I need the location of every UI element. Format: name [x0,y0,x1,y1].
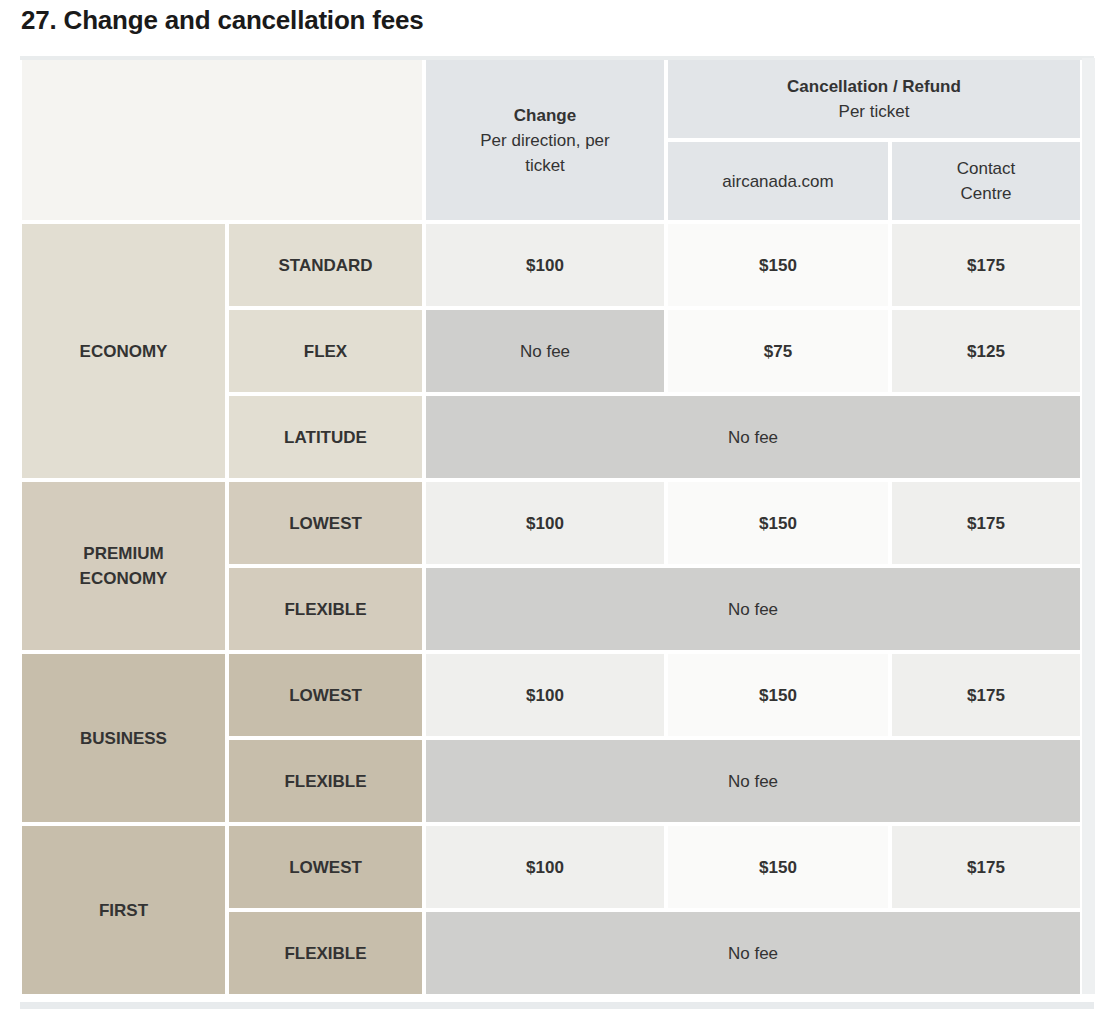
column-header-aircanada-com: aircanada.com [668,142,888,220]
fee-first-lowest-web: $150 [668,826,888,908]
fee-economy-flex-contact: $125 [892,310,1080,392]
cabin-cell-business: BUSINESS [22,654,225,822]
fees-table: Change Per direction, per ticket Cancell… [22,60,1080,994]
fee-first-flexible-all: No fee [426,912,1080,994]
fee-premium-flexible-all: No fee [426,568,1080,650]
fee-economy-flex-change: No fee [426,310,664,392]
fare-cell-premium-lowest: LOWEST [229,482,422,564]
corner-cell [22,60,422,220]
fee-business-lowest-web: $150 [668,654,888,736]
cabin-label-economy: ECONOMY [80,339,168,364]
fee-premium-lowest-contact: $175 [892,482,1080,564]
change-header-subtitle: Per direction, per ticket [460,128,630,178]
vertical-scrollbar[interactable] [1082,58,1095,994]
fee-economy-standard-contact: $175 [892,224,1080,306]
cabin-label-premium-economy: PREMIUM ECONOMY [54,541,194,591]
fee-business-flexible-all: No fee [426,740,1080,822]
fare-cell-first-flexible: FLEXIBLE [229,912,422,994]
fee-first-lowest-change: $100 [426,826,664,908]
fare-cell-first-lowest: LOWEST [229,826,422,908]
section-title: 27. Change and cancellation fees [21,5,424,36]
fare-cell-premium-flexible: FLEXIBLE [229,568,422,650]
fee-premium-lowest-change: $100 [426,482,664,564]
fee-economy-latitude-all: No fee [426,396,1080,478]
fee-economy-flex-web: $75 [668,310,888,392]
fee-first-lowest-contact: $175 [892,826,1080,908]
fee-business-lowest-change: $100 [426,654,664,736]
fee-economy-standard-change: $100 [426,224,664,306]
column-header-contact-centre: Contact Centre [892,142,1080,220]
cabin-cell-premium-economy: PREMIUM ECONOMY [22,482,225,650]
horizontal-scrollbar[interactable] [20,1002,1094,1009]
fare-cell-economy-latitude: LATITUDE [229,396,422,478]
fare-cell-economy-flex: FLEX [229,310,422,392]
column-header-cancellation: Cancellation / Refund Per ticket [668,60,1080,138]
cancellation-header-subtitle: Per ticket [839,99,910,124]
fee-economy-standard-web: $150 [668,224,888,306]
cabin-cell-economy: ECONOMY [22,224,225,478]
column-header-change: Change Per direction, per ticket [426,60,664,220]
cabin-cell-first: FIRST [22,826,225,994]
page: 27. Change and cancellation fees Change … [0,0,1100,1016]
fee-business-lowest-contact: $175 [892,654,1080,736]
change-header-title: Change [514,103,576,128]
contact-centre-label: Contact Centre [940,156,1032,206]
cancellation-header-title: Cancellation / Refund [787,74,961,99]
fare-cell-economy-standard: STANDARD [229,224,422,306]
fare-cell-business-lowest: LOWEST [229,654,422,736]
cabin-label-first: FIRST [99,898,148,923]
fee-premium-lowest-web: $150 [668,482,888,564]
cabin-label-business: BUSINESS [80,726,167,751]
fare-cell-business-flexible: FLEXIBLE [229,740,422,822]
